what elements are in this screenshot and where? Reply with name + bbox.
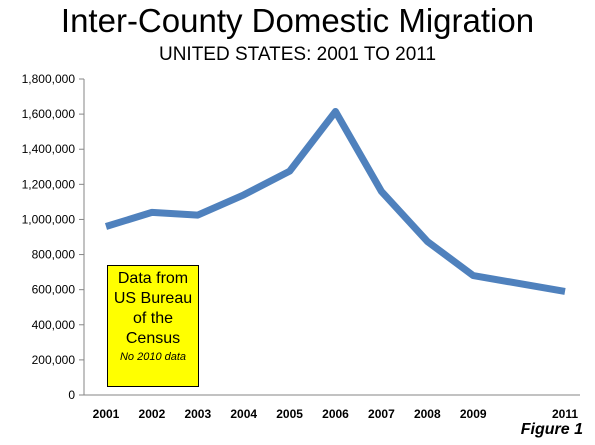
source-note-text: Data from US Bureau of the Census (113, 270, 193, 347)
x-tick-label: 2009 (460, 407, 487, 421)
chart-title: Inter-County Domestic Migration (60, 2, 535, 39)
y-tick-label: 1,600,000 (22, 107, 76, 121)
y-tick-label: 1,800,000 (22, 72, 76, 86)
x-tick-label: 2005 (276, 407, 303, 421)
y-tick-label: 1,400,000 (22, 142, 76, 156)
y-tick-label: 0 (68, 388, 75, 402)
x-tick-label: 2002 (139, 407, 166, 421)
x-tick-label: 2011 (552, 407, 578, 421)
source-note-box: Data from US Bureau of the Census No 201… (107, 265, 199, 387)
x-tick-label: 2008 (414, 407, 441, 421)
series-line (104, 108, 566, 295)
x-tick-label: 2001 (93, 407, 120, 421)
x-tick-label: 2006 (322, 407, 349, 421)
x-tick-label: 2007 (368, 407, 395, 421)
y-tick-label: 1,000,000 (22, 212, 76, 226)
y-tick-label: 600,000 (32, 283, 76, 297)
x-tick-label: 2004 (230, 407, 257, 421)
x-axis: 2001 2002 2003 2004 2005 2006 2007 2008 2009 2011 (84, 394, 580, 421)
x-tick-label: 2003 (184, 407, 211, 421)
y-tick-label: 400,000 (32, 318, 76, 332)
y-tick-label: 800,000 (32, 248, 76, 262)
y-tick-label: 200,000 (32, 353, 76, 367)
chart-subtitle: UNITED STATES: 2001 TO 2011 (158, 44, 437, 65)
source-note-footnote: No 2010 data (119, 351, 187, 363)
y-tick-label: 1,200,000 (22, 177, 76, 191)
figure-label: Figure 1 (520, 421, 583, 438)
series-layer (104, 108, 566, 295)
y-axis: 0 200,000 400,000 600,000 800,000 1,000,000 1,… (22, 72, 85, 402)
